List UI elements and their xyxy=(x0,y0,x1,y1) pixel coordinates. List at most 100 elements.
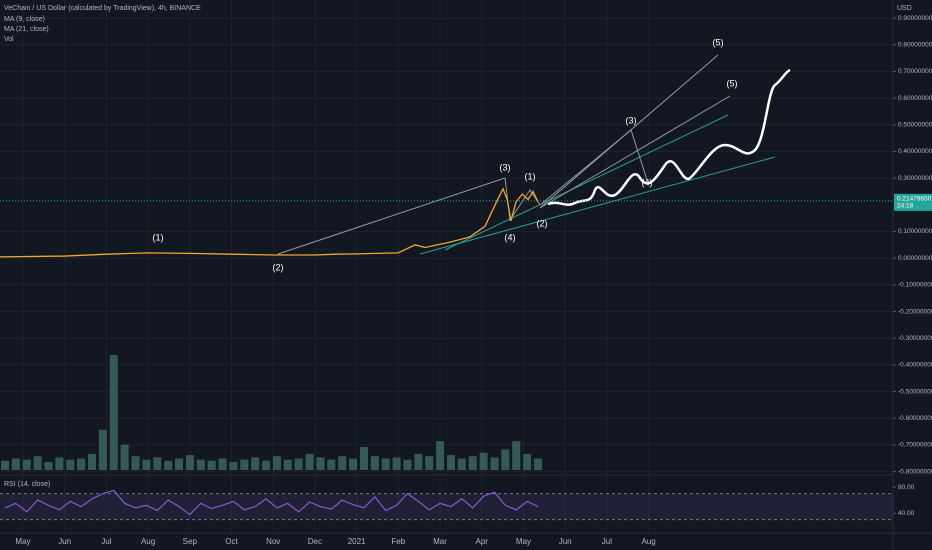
volume-bar xyxy=(240,459,249,470)
volume-bar xyxy=(370,456,379,470)
y-tick-label: 0.90000000 xyxy=(898,15,932,22)
volume-bar xyxy=(457,458,466,470)
volume-bar xyxy=(403,459,412,470)
volume-bar xyxy=(77,458,86,470)
volume-bar xyxy=(66,459,75,470)
y-tick-label: -0.50000000 xyxy=(898,388,932,395)
y-tick-label: 0.80000000 xyxy=(898,41,932,48)
volume-bar xyxy=(534,458,542,470)
trend-line xyxy=(539,95,731,209)
y-tick-label: 0.70000000 xyxy=(898,68,932,75)
volume-bar xyxy=(207,460,216,470)
wave-label: (2) xyxy=(273,262,284,272)
volume-bar xyxy=(414,453,423,470)
indicator-label: MA (21, close) xyxy=(4,26,49,33)
y-tick-label: 0.00000000 xyxy=(898,255,932,262)
volume-bar xyxy=(262,460,271,470)
price-tag-label: 0.21479650 xyxy=(897,196,932,203)
volume-bar xyxy=(55,457,64,470)
drawings xyxy=(277,54,791,255)
countdown-label: 24:18 xyxy=(897,203,914,210)
volume-bar xyxy=(523,453,532,470)
volume-bar xyxy=(175,458,184,470)
projection-path xyxy=(547,68,791,206)
y-tick-label: 40.00 xyxy=(898,510,915,517)
volume-bar xyxy=(468,456,477,470)
y-tick-label: 0.50000000 xyxy=(898,122,932,129)
volume-bar xyxy=(109,355,118,470)
x-tick-label: Aug xyxy=(141,537,155,546)
y-tick-label: -0.70000000 xyxy=(898,442,932,449)
y-tick-label: 80.00 xyxy=(898,484,915,491)
y-tick-label: 0.30000000 xyxy=(898,175,932,182)
wave-label: (3) xyxy=(626,115,637,125)
x-tick-label: Aug xyxy=(641,537,655,546)
volume-bar xyxy=(338,456,347,470)
volume-bar xyxy=(436,441,445,470)
y-tick-label: 0.10000000 xyxy=(898,228,932,235)
trend-line xyxy=(444,114,729,251)
volume-bar xyxy=(512,441,521,470)
y-tick-label: 0.40000000 xyxy=(898,148,932,155)
axis-unit: USD xyxy=(897,5,912,12)
wave-label: (2) xyxy=(537,218,548,228)
wave-label: (5) xyxy=(713,37,724,47)
volume-bar xyxy=(1,460,9,470)
y-tick-label: -0.10000000 xyxy=(898,282,932,289)
wave-label: (1) xyxy=(153,232,164,242)
wave-label: (1) xyxy=(525,171,536,181)
volume-bar xyxy=(349,458,358,470)
volume-bar xyxy=(381,458,390,470)
price-tag xyxy=(894,193,932,211)
volume-bar xyxy=(142,459,151,470)
wave-label: (5) xyxy=(727,78,738,88)
volume-bar xyxy=(501,449,510,470)
volume-bar xyxy=(185,455,194,470)
wave-line xyxy=(539,129,648,206)
volume-bar xyxy=(98,429,107,470)
volume-bar xyxy=(272,456,281,470)
rsi-title: RSI (14, close) xyxy=(4,481,50,488)
trend-line xyxy=(277,177,506,255)
y-tick-label: -0.20000000 xyxy=(898,308,932,315)
trend-line xyxy=(419,156,776,255)
volume-bar xyxy=(33,456,42,470)
y-tick-label: -0.40000000 xyxy=(898,362,932,369)
y-tick-label: 0.60000000 xyxy=(898,95,932,102)
x-tick-label: Dec xyxy=(308,537,322,546)
volume-bar xyxy=(44,461,53,470)
wave-label: (3) xyxy=(500,162,511,172)
x-tick-label: Oct xyxy=(225,537,238,546)
volume-bar xyxy=(22,459,31,470)
x-tick-label: Jul xyxy=(602,537,612,546)
volume-bar xyxy=(88,453,97,470)
volume-bar xyxy=(446,455,455,470)
volume-bar xyxy=(131,456,140,470)
x-tick-label: Feb xyxy=(391,537,405,546)
x-tick-label: Jul xyxy=(101,537,111,546)
volume-bar xyxy=(164,460,173,470)
volume-bar xyxy=(479,452,488,470)
x-tick-label: 2021 xyxy=(348,537,366,546)
volume-bar xyxy=(359,447,368,470)
volume-bar xyxy=(490,457,499,470)
volume-bar xyxy=(305,453,314,470)
x-tick-label: Jun xyxy=(58,537,71,546)
volume-bar xyxy=(327,459,336,470)
chart-title: VeChain / US Dollar (calculated by Tradi… xyxy=(4,5,201,12)
volume-bar xyxy=(392,457,401,470)
wave-label: (4) xyxy=(505,232,516,242)
volume-bar xyxy=(120,444,129,470)
volume-bar xyxy=(283,459,292,470)
wave-label: (4) xyxy=(642,177,653,187)
x-tick-label: Sep xyxy=(183,537,198,546)
volume-bar xyxy=(218,458,227,470)
y-tick-label: -0.30000000 xyxy=(898,335,932,342)
volume-bar xyxy=(229,461,238,470)
volume-bar xyxy=(153,457,162,470)
x-tick-label: Nov xyxy=(266,537,280,546)
line-series xyxy=(4,489,539,516)
volume-bar xyxy=(251,457,260,470)
